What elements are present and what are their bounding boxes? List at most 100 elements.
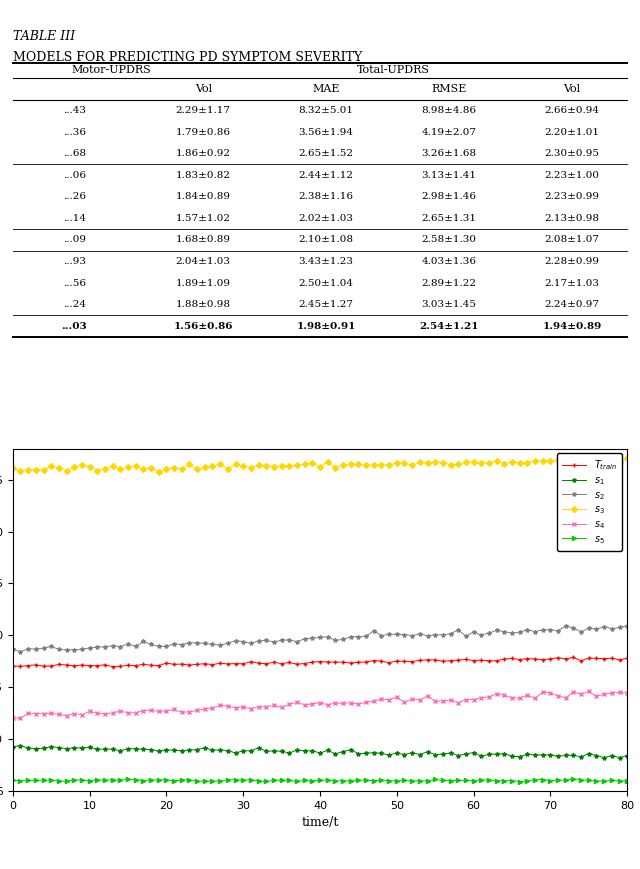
Text: 2.54±1.21: 2.54±1.21 bbox=[419, 322, 479, 330]
Text: 2.13±0.98: 2.13±0.98 bbox=[545, 214, 600, 222]
Text: 8.32±5.01: 8.32±5.01 bbox=[299, 106, 354, 115]
$s_4$ bbox=[623, 688, 631, 699]
Text: Motor-UPDRS: Motor-UPDRS bbox=[71, 65, 151, 76]
$s_2$ bbox=[623, 621, 631, 632]
$s_3$ bbox=[9, 462, 17, 473]
Text: ...24: ...24 bbox=[63, 300, 86, 309]
Line: $s_2$: $s_2$ bbox=[11, 624, 629, 653]
$s_3$ bbox=[355, 459, 362, 469]
Text: 1.94±0.89: 1.94±0.89 bbox=[542, 322, 602, 330]
Text: 2.10±1.08: 2.10±1.08 bbox=[299, 235, 354, 244]
$s_3$ bbox=[516, 458, 524, 468]
X-axis label: time/t: time/t bbox=[301, 816, 339, 829]
Text: 2.24±0.97: 2.24±0.97 bbox=[545, 300, 600, 309]
Line: $s_1$: $s_1$ bbox=[11, 743, 629, 760]
Text: 2.08±1.07: 2.08±1.07 bbox=[545, 235, 600, 244]
$T_{train}$ bbox=[470, 655, 477, 666]
$s_2$ bbox=[401, 629, 408, 640]
$T_{train}$ bbox=[577, 655, 585, 666]
$T_{train}$ bbox=[547, 653, 554, 664]
Text: 1.88±0.98: 1.88±0.98 bbox=[176, 300, 231, 309]
Text: 2.45±1.27: 2.45±1.27 bbox=[299, 300, 354, 309]
$s_3$ bbox=[470, 457, 477, 468]
Text: Vol: Vol bbox=[563, 84, 580, 94]
Text: ...26: ...26 bbox=[63, 192, 86, 202]
Text: 3.26±1.68: 3.26±1.68 bbox=[422, 149, 477, 158]
Text: 1.83±0.82: 1.83±0.82 bbox=[176, 170, 231, 180]
Text: 1.57±1.02: 1.57±1.02 bbox=[176, 214, 231, 222]
Text: 2.28±0.99: 2.28±0.99 bbox=[545, 257, 600, 266]
$s_5$ bbox=[570, 773, 577, 784]
Text: 2.02±1.03: 2.02±1.03 bbox=[299, 214, 354, 222]
$s_2$ bbox=[355, 632, 362, 642]
$T_{train}$ bbox=[9, 660, 17, 671]
Text: 8.98±4.86: 8.98±4.86 bbox=[422, 106, 477, 115]
Text: 1.98±0.91: 1.98±0.91 bbox=[296, 322, 356, 330]
Text: 2.98±1.46: 2.98±1.46 bbox=[422, 192, 477, 202]
Text: 3.03±1.45: 3.03±1.45 bbox=[422, 300, 477, 309]
Text: MODELS FOR PREDICTING PD SYMPTOM SEVERITY: MODELS FOR PREDICTING PD SYMPTOM SEVERIT… bbox=[13, 51, 362, 64]
Text: 4.19±2.07: 4.19±2.07 bbox=[422, 128, 477, 136]
Text: Total-UPDRS: Total-UPDRS bbox=[357, 65, 430, 76]
Text: 1.84±0.89: 1.84±0.89 bbox=[176, 192, 231, 202]
$s_2$ bbox=[577, 627, 585, 637]
$s_1$ bbox=[547, 750, 554, 760]
$s_1$ bbox=[401, 749, 408, 760]
$s_2$ bbox=[470, 627, 477, 637]
$T_{train}$ bbox=[109, 661, 116, 672]
Text: 2.58±1.30: 2.58±1.30 bbox=[422, 235, 477, 244]
$s_2$ bbox=[516, 627, 524, 638]
Text: ...14: ...14 bbox=[63, 214, 86, 222]
Legend: $T_{train}$, $s_1$, $s_2$, $s_3$, $s_4$, $s_5$: $T_{train}$, $s_1$, $s_2$, $s_3$, $s_4$,… bbox=[557, 454, 622, 551]
$s_1$ bbox=[17, 740, 24, 751]
$s_4$ bbox=[470, 694, 477, 705]
Text: 2.20±1.01: 2.20±1.01 bbox=[545, 128, 600, 136]
$T_{train}$ bbox=[401, 656, 408, 667]
Text: 2.44±1.12: 2.44±1.12 bbox=[299, 170, 354, 180]
Text: 2.66±0.94: 2.66±0.94 bbox=[545, 106, 600, 115]
Line: $s_5$: $s_5$ bbox=[11, 777, 629, 784]
$s_4$ bbox=[17, 713, 24, 723]
$s_4$ bbox=[547, 688, 554, 699]
$s_1$ bbox=[623, 750, 631, 760]
Text: 4.03±1.36: 4.03±1.36 bbox=[422, 257, 477, 266]
$s_4$ bbox=[401, 697, 408, 707]
$s_1$ bbox=[355, 748, 362, 759]
Line: $T_{train}$: $T_{train}$ bbox=[11, 655, 629, 668]
Text: 2.23±0.99: 2.23±0.99 bbox=[545, 192, 600, 202]
$s_4$ bbox=[516, 693, 524, 703]
Text: 2.65±1.31: 2.65±1.31 bbox=[422, 214, 477, 222]
$s_5$ bbox=[393, 776, 401, 786]
$s_1$ bbox=[9, 741, 17, 752]
$s_5$ bbox=[462, 775, 470, 786]
Text: 2.38±1.16: 2.38±1.16 bbox=[299, 192, 354, 202]
Text: 2.04±1.03: 2.04±1.03 bbox=[176, 257, 231, 266]
Text: Vol: Vol bbox=[195, 84, 212, 94]
$s_2$ bbox=[547, 625, 554, 635]
$s_1$ bbox=[570, 750, 577, 760]
$s_4$ bbox=[585, 687, 593, 697]
Text: 3.13±1.41: 3.13±1.41 bbox=[422, 170, 477, 180]
Text: 1.56±0.86: 1.56±0.86 bbox=[173, 322, 233, 330]
$s_4$ bbox=[355, 699, 362, 709]
Text: ...68: ...68 bbox=[63, 149, 86, 158]
Text: TABLE III: TABLE III bbox=[13, 30, 75, 43]
$s_3$ bbox=[155, 468, 163, 478]
$s_3$ bbox=[547, 455, 554, 466]
Text: 2.23±1.00: 2.23±1.00 bbox=[545, 170, 600, 180]
Line: $s_4$: $s_4$ bbox=[11, 689, 629, 720]
Text: ...93: ...93 bbox=[63, 257, 86, 266]
Text: ...56: ...56 bbox=[63, 278, 86, 288]
$s_1$ bbox=[470, 747, 477, 758]
Text: 1.89±1.09: 1.89±1.09 bbox=[176, 278, 231, 288]
Text: 1.68±0.89: 1.68±0.89 bbox=[176, 235, 231, 244]
$s_3$ bbox=[623, 453, 631, 463]
$s_2$ bbox=[9, 644, 17, 654]
Text: 3.43±1.23: 3.43±1.23 bbox=[299, 257, 354, 266]
$T_{train}$ bbox=[570, 653, 577, 663]
Text: 2.50±1.04: 2.50±1.04 bbox=[299, 278, 354, 288]
$s_5$ bbox=[9, 775, 17, 786]
$s_5$ bbox=[347, 776, 355, 786]
Text: 3.56±1.94: 3.56±1.94 bbox=[299, 128, 354, 136]
Text: ...09: ...09 bbox=[63, 235, 86, 244]
